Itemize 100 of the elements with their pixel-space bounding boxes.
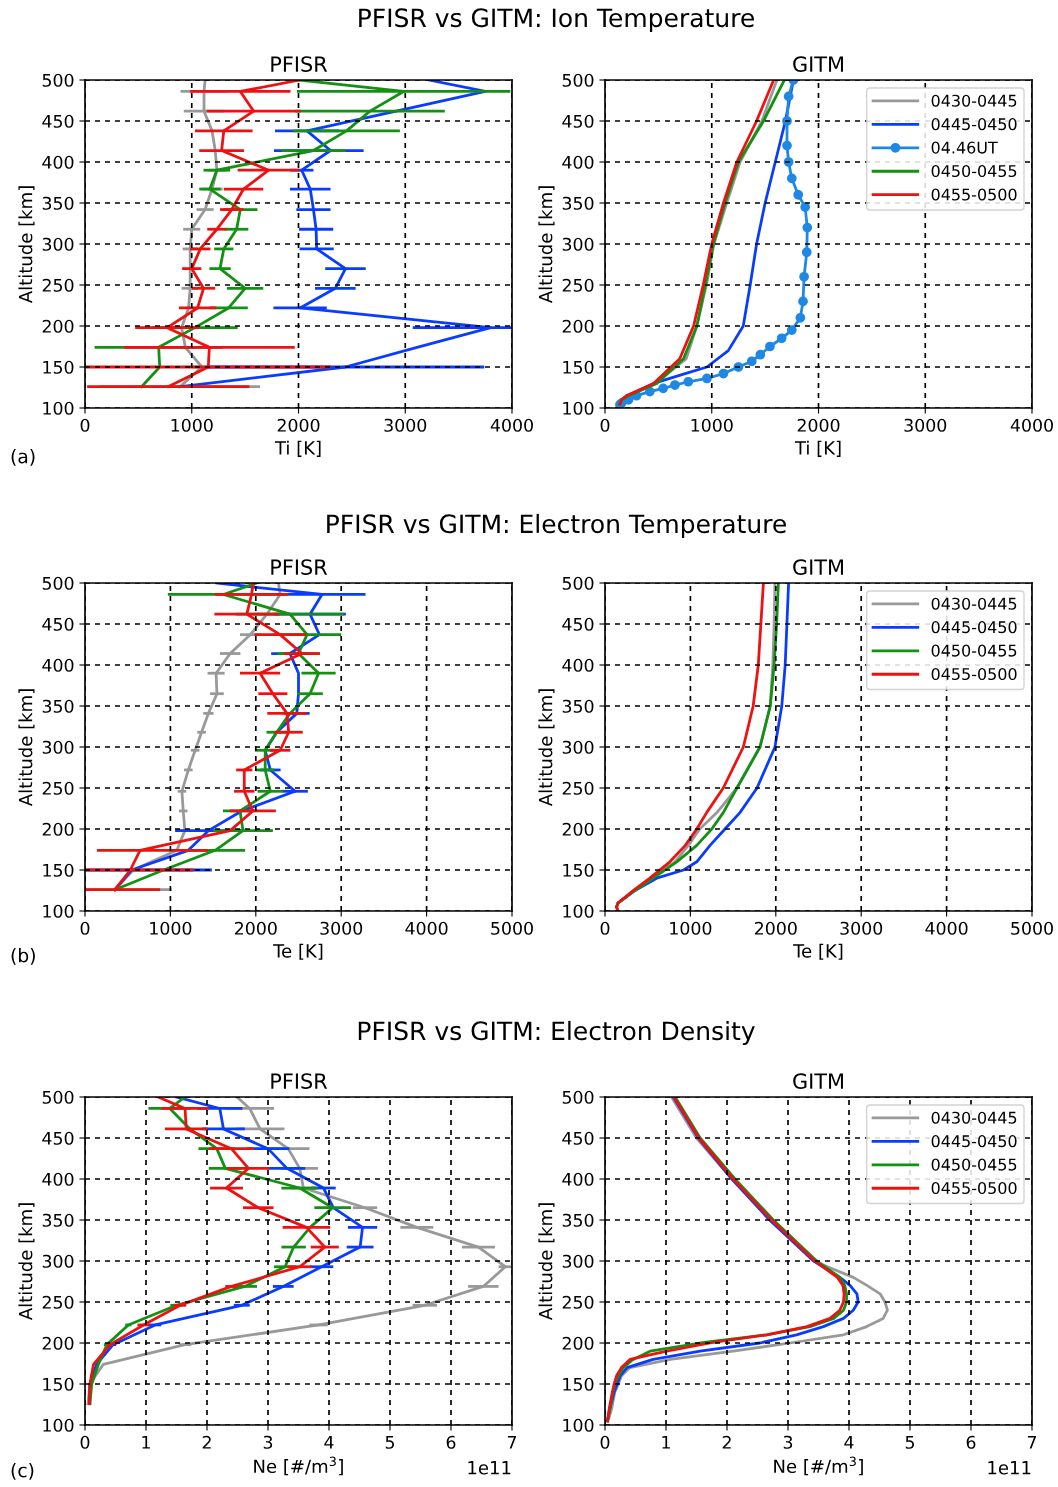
y-tick-label: 250: [562, 1295, 594, 1309]
y-tick-label: 450: [42, 1131, 74, 1145]
x-tick-label: 0: [80, 418, 90, 432]
x-tick-label: 0: [600, 418, 610, 432]
x-tick-label: 1000: [670, 921, 712, 935]
y-axis-title: Altitude [km]: [538, 689, 555, 807]
y-tick-label: 150: [43, 1377, 74, 1391]
y-tick-label: 150: [563, 1377, 594, 1391]
y-tick-label: 100: [563, 401, 594, 415]
x-tick-label: 4000: [1010, 418, 1053, 432]
text: 1e11: [468, 1461, 511, 1475]
legend-label: 0450-0455: [931, 1158, 1017, 1171]
y-tick-label: 400: [42, 658, 74, 672]
x-tick-label: 6: [966, 1435, 976, 1449]
x-tick-label: 1: [142, 1435, 150, 1449]
y-tick-label: 300: [562, 237, 594, 251]
y-axis-title: Altitude [km]: [18, 186, 35, 304]
x-tick-label: 2000: [277, 418, 320, 432]
y-tick-label: 100: [563, 1418, 594, 1432]
legend-label: 0430-0445: [931, 597, 1017, 610]
y-tick-label: 150: [43, 863, 74, 877]
legend-label: 0455-0500: [931, 667, 1017, 681]
y-tick-label: 500: [42, 73, 74, 87]
x-tick-label: 0: [600, 921, 610, 935]
chart-title: GITM: [793, 56, 843, 72]
y-tick-label: 500: [562, 73, 594, 87]
y-tick-label: 500: [42, 576, 74, 590]
x-axis-title: Ne [#/m$^{3}$]: [774, 1456, 863, 1476]
x-tick-label: 3000: [840, 921, 883, 935]
y-tick-label: 200: [562, 822, 594, 836]
x-tick-label: 2000: [754, 921, 797, 935]
y-tick-label: 450: [42, 617, 74, 631]
x-tick-label: 5000: [1011, 921, 1053, 935]
y-tick-label: 350: [42, 1213, 74, 1227]
y-tick-label: 400: [562, 155, 594, 169]
x-tick-label: 1: [662, 1435, 670, 1449]
x-tick-label: 5000: [491, 921, 533, 935]
text: (a): [11, 448, 35, 466]
y-tick-label: 350: [562, 699, 594, 713]
x-tick-label: 2: [722, 1435, 731, 1449]
y-tick-label: 100: [43, 904, 74, 918]
legend-label: 0445-0450: [931, 1135, 1017, 1148]
y-tick-label: 100: [43, 401, 74, 415]
chart-title: PFISR: [271, 1073, 328, 1089]
y-tick-label: 200: [42, 319, 74, 333]
x-tick-label: 3000: [320, 921, 363, 935]
y-tick-label: 250: [42, 278, 74, 292]
y-axis-title: Altitude [km]: [538, 1203, 555, 1321]
text: PFISR vs GITM: Electron Temperature: [327, 513, 786, 539]
x-tick-label: 4000: [490, 418, 533, 432]
x-axis-title: Ne [#/m$^{3}$]: [254, 1456, 343, 1476]
x-tick-label: 1000: [691, 418, 733, 432]
x-tick-label: 5: [905, 1435, 915, 1449]
y-tick-label: 150: [563, 360, 594, 374]
x-axis-title: Ti [K]: [794, 440, 841, 457]
x-tick-label: 4: [324, 1435, 334, 1449]
x-tick-label: 7: [1027, 1435, 1037, 1449]
x-tick-label: 1000: [150, 921, 192, 935]
x-tick-label: 2: [202, 1435, 211, 1449]
x-tick-label: 5: [385, 1435, 395, 1449]
x-tick-label: 2000: [797, 418, 840, 432]
y-tick-label: 500: [42, 1090, 74, 1104]
x-tick-label: 1000: [171, 418, 213, 432]
y-axis-title: Altitude [km]: [538, 186, 555, 304]
x-tick-label: 7: [507, 1435, 517, 1449]
x-tick-label: 3000: [384, 418, 427, 432]
y-tick-label: 400: [42, 1172, 74, 1186]
y-tick-label: 400: [562, 658, 594, 672]
legend-label: 0455-0500: [931, 1181, 1017, 1195]
x-axis-title: Te [K]: [273, 943, 323, 960]
y-tick-label: 400: [42, 155, 74, 169]
y-tick-label: 150: [43, 360, 74, 374]
y-tick-label: 350: [42, 699, 74, 713]
y-axis-title: Altitude [km]: [18, 689, 35, 807]
chart-title: PFISR: [271, 559, 328, 575]
legend-label: 04.46UT: [931, 141, 998, 154]
y-tick-label: 300: [42, 237, 74, 251]
text: (c): [11, 1462, 34, 1480]
chart-title: PFISR: [271, 56, 328, 72]
x-tick-label: 4000: [405, 921, 448, 935]
y-axis-title: Altitude [km]: [18, 1203, 35, 1321]
text: (b): [11, 947, 35, 965]
text: PFISR vs GITM: Electron Density: [358, 1020, 755, 1046]
x-axis-title: Ti [K]: [274, 440, 321, 457]
legend-label: 0455-0500: [931, 188, 1017, 201]
y-tick-label: 250: [562, 278, 594, 292]
y-tick-label: 200: [562, 1336, 594, 1350]
y-tick-label: 300: [562, 1254, 594, 1268]
x-tick-label: 6: [446, 1435, 456, 1449]
y-tick-label: 250: [42, 1295, 74, 1309]
y-tick-label: 500: [562, 1090, 594, 1104]
x-tick-label: 0: [80, 921, 90, 935]
x-tick-label: 2000: [234, 921, 277, 935]
y-tick-label: 350: [42, 196, 74, 210]
y-tick-label: 200: [42, 822, 74, 836]
legend-label: 0445-0450: [931, 118, 1017, 131]
y-tick-label: 150: [563, 863, 594, 877]
legend-label: 0450-0455: [931, 644, 1017, 657]
y-tick-label: 200: [562, 319, 594, 333]
legend-label: 0445-0450: [931, 621, 1017, 634]
